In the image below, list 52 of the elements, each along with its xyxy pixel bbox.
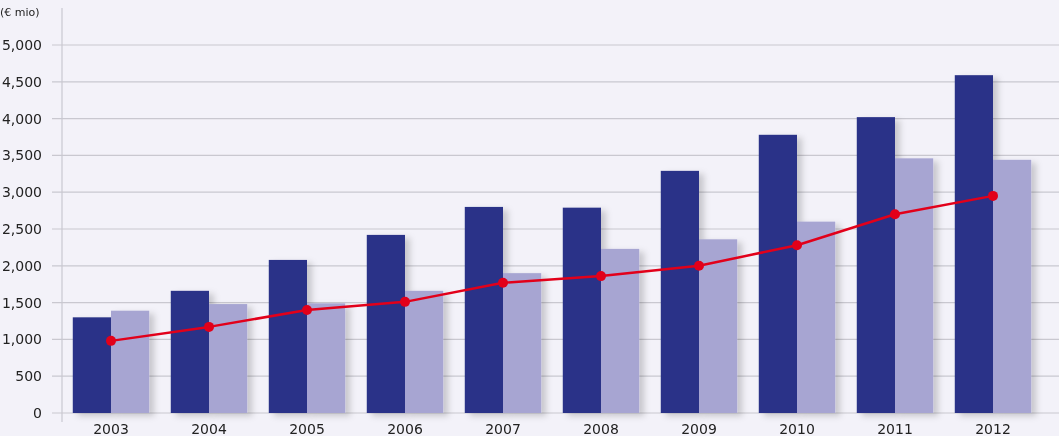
- y-tick-label: 0: [33, 404, 42, 421]
- point: [106, 335, 116, 346]
- bar: [111, 310, 150, 413]
- bar: [405, 290, 444, 413]
- x-tick-label: 2011: [877, 421, 913, 436]
- bar: [601, 248, 640, 413]
- bar: [797, 221, 836, 413]
- bar: [268, 259, 307, 413]
- bar: [660, 170, 699, 413]
- bar: [366, 234, 405, 413]
- bar: [758, 134, 797, 413]
- point: [988, 190, 998, 201]
- bar: [464, 206, 503, 413]
- point: [792, 240, 802, 251]
- bar: [993, 159, 1032, 413]
- y-tick-label: 1,000: [1, 331, 42, 348]
- y-tick-label: 4,500: [1, 73, 42, 90]
- y-tick-label: 4,000: [1, 110, 42, 127]
- bar: [72, 317, 111, 413]
- point: [596, 271, 606, 282]
- y-tick-label: 2,000: [1, 257, 42, 274]
- y-tick-label: 3,500: [1, 147, 42, 164]
- y-axis-title: (€ mio): [0, 6, 40, 19]
- y-tick-label: 5,000: [1, 36, 42, 53]
- point: [204, 321, 214, 332]
- bar: [170, 290, 209, 413]
- bar: [699, 239, 738, 413]
- x-tick-label: 2009: [681, 421, 717, 436]
- x-tick-label: 2005: [289, 421, 325, 436]
- bar: [856, 117, 895, 413]
- x-tick-label: 2010: [779, 421, 815, 436]
- point: [498, 277, 508, 288]
- bar: [954, 75, 993, 413]
- point: [890, 209, 900, 220]
- point: [302, 304, 312, 315]
- y-tick-label: 500: [15, 368, 42, 385]
- x-tick-label: 2007: [485, 421, 521, 436]
- bar: [562, 207, 601, 413]
- y-tick-label: 2,500: [1, 220, 42, 237]
- bar: [209, 304, 248, 413]
- x-tick-label: 2004: [191, 421, 227, 436]
- bar: [503, 273, 542, 413]
- bar: [895, 158, 934, 413]
- x-tick-label: 2008: [583, 421, 619, 436]
- point: [694, 260, 704, 271]
- bar: [307, 303, 346, 413]
- y-tick-label: 3,000: [1, 184, 42, 201]
- x-tick-label: 2006: [387, 421, 423, 436]
- x-tick-label: 2012: [975, 421, 1011, 436]
- y-tick-label: 1,500: [1, 294, 42, 311]
- x-tick-label: 2003: [93, 421, 129, 436]
- point: [400, 296, 410, 307]
